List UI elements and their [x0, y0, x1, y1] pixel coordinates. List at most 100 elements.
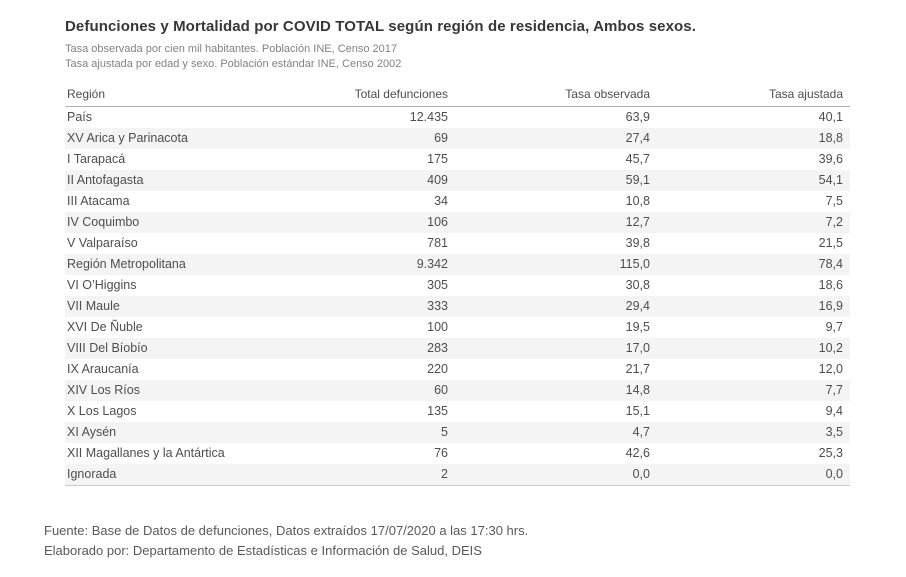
- cell-tasa-observada: 12,7: [625, 215, 650, 229]
- table-row: XII Magallanes y la Antártica 76 42,6 25,3: [65, 443, 850, 464]
- cell-tasa-ajustada: 78,4: [818, 257, 843, 271]
- cell-total-defunciones: 305: [427, 278, 448, 292]
- cell-tasa-ajustada: 7,2: [825, 215, 843, 229]
- cell-total-defunciones: 333: [427, 299, 448, 313]
- cell-total-defunciones: 175: [427, 152, 448, 166]
- cell-total-defunciones: 60: [434, 383, 448, 397]
- cell-tasa-observada: 63,9: [625, 110, 650, 124]
- cell-region: V Valparaíso: [67, 236, 138, 250]
- table-row: VII Maule 333 29,4 16,9: [65, 296, 850, 317]
- page-title: Defunciones y Mortalidad por COVID TOTAL…: [65, 18, 697, 35]
- cell-region: X Los Lagos: [67, 404, 137, 418]
- cell-total-defunciones: 9.342: [416, 257, 448, 271]
- cell-total-defunciones: 100: [427, 320, 448, 334]
- cell-region: Región Metropolitana: [67, 257, 186, 271]
- cell-tasa-observada: 19,5: [625, 320, 650, 334]
- cell-region: II Antofagasta: [67, 173, 144, 187]
- cell-tasa-observada: 27,4: [625, 131, 650, 145]
- cell-region: VII Maule: [67, 299, 120, 313]
- cell-tasa-observada: 21,7: [625, 362, 650, 376]
- table-header: Región Total defunciones Tasa observada …: [65, 87, 850, 107]
- cell-region: XIV Los Ríos: [67, 383, 140, 397]
- cell-tasa-observada: 10,8: [625, 194, 650, 208]
- cell-total-defunciones: 106: [427, 215, 448, 229]
- cell-tasa-observada: 45,7: [625, 152, 650, 166]
- cell-region: Ignorada: [65, 464, 315, 486]
- cell-total-defunciones: 409: [427, 173, 448, 187]
- cell-tasa-observada: 4,7: [632, 425, 650, 439]
- column-header-tasa-observada: Tasa observada: [455, 87, 657, 107]
- cell-total-defunciones: 69: [434, 131, 448, 145]
- table-row: XVI De Ñuble 100 19,5 9,7: [65, 317, 850, 338]
- cell-tasa-observada: 30,8: [625, 278, 650, 292]
- cell-tasa-ajustada: 16,9: [818, 299, 843, 313]
- cell-total-defunciones: 34: [434, 194, 448, 208]
- cell-total-defunciones: 76: [434, 446, 448, 460]
- cell-total-defunciones: 135: [427, 404, 448, 418]
- cell-tasa-ajustada: 0,0: [657, 464, 850, 486]
- table-row: V Valparaíso 781 39,8 21,5: [65, 233, 850, 254]
- table-row: II Antofagasta 409 59,1 54,1: [65, 170, 850, 191]
- cell-region: País: [67, 110, 93, 124]
- mortality-table: Región Total defunciones Tasa observada …: [65, 87, 850, 486]
- cell-tasa-ajustada: 54,1: [818, 173, 843, 187]
- cell-tasa-observada: 29,4: [625, 299, 650, 313]
- cell-region: IX Araucanía: [67, 362, 139, 376]
- column-header-tasa-ajustada: Tasa ajustada: [657, 87, 850, 107]
- table-row: IX Araucanía 220 21,7 12,0: [65, 359, 850, 380]
- table-row: XV Arica y Parinacota 69 27,4 18,8: [65, 128, 850, 149]
- cell-tasa-observada: 15,1: [625, 404, 650, 418]
- cell-region: I Tarapacá: [67, 152, 126, 166]
- cell-total-defunciones: 5: [441, 425, 448, 439]
- cell-tasa-ajustada: 3,5: [825, 425, 843, 439]
- cell-tasa-ajustada: 10,2: [818, 341, 843, 355]
- cell-total-defunciones: 283: [427, 341, 448, 355]
- cell-tasa-ajustada: 7,5: [825, 194, 843, 208]
- cell-tasa-ajustada: 21,5: [818, 236, 843, 250]
- cell-tasa-observada: 42,6: [625, 446, 650, 460]
- cell-tasa-ajustada: 25,3: [818, 446, 843, 460]
- table-row: X Los Lagos 135 15,1 9,4: [65, 401, 850, 422]
- cell-tasa-ajustada: 39,6: [818, 152, 843, 166]
- cell-region: XV Arica y Parinacota: [67, 131, 188, 145]
- table-row: IV Coquimbo 106 12,7 7,2: [65, 212, 850, 233]
- cell-tasa-ajustada: 18,8: [818, 131, 843, 145]
- subtitle-tasa-observada: Tasa observada por cien mil habitantes. …: [65, 43, 398, 55]
- table-row: VI O’Higgins 305 30,8 18,6: [65, 275, 850, 296]
- cell-tasa-ajustada: 18,6: [818, 278, 843, 292]
- cell-tasa-observada: 14,8: [625, 383, 650, 397]
- cell-tasa-observada: 17,0: [625, 341, 650, 355]
- report-caption: Fuente: Base de Datos de defunciones, Da…: [44, 521, 528, 561]
- cell-region: III Atacama: [67, 194, 130, 208]
- table-row: XI Aysén 5 4,7 3,5: [65, 422, 850, 443]
- elaborated-by-note: Elaborado por: Departamento de Estadísti…: [44, 543, 482, 558]
- table-row: XIV Los Ríos 60 14,8 7,7: [65, 380, 850, 401]
- cell-region: XII Magallanes y la Antártica: [67, 446, 225, 460]
- column-header-region: Región: [65, 87, 315, 107]
- cell-region: XI Aysén: [67, 425, 117, 439]
- table-row: Región Metropolitana 9.342 115,0 78,4: [65, 254, 850, 275]
- cell-total-defunciones: 2: [315, 464, 455, 486]
- cell-total-defunciones: 12.435: [409, 110, 448, 124]
- cell-region: IV Coquimbo: [67, 215, 140, 229]
- cell-total-defunciones: 781: [427, 236, 448, 250]
- column-header-total-defunciones: Total defunciones: [315, 87, 455, 107]
- cell-tasa-observada: 39,8: [625, 236, 650, 250]
- table-body: País 12.435 63,9 40,1 XV Arica y Parinacota 6…: [65, 107, 850, 486]
- source-note: Fuente: Base de Datos de defunciones, Da…: [44, 523, 529, 538]
- cell-tasa-ajustada: 9,4: [825, 404, 843, 418]
- cell-tasa-ajustada: 7,7: [825, 383, 843, 397]
- table-row: Ignorada 2 0,0 0,0: [65, 464, 850, 486]
- table-row: VIII Del Bíobío 283 17,0 10,2: [65, 338, 850, 359]
- table-row: País 12.435 63,9 40,1: [65, 107, 850, 129]
- cell-tasa-ajustada: 40,1: [818, 110, 843, 124]
- cell-tasa-ajustada: 12,0: [818, 362, 843, 376]
- cell-tasa-observada: 59,1: [625, 173, 650, 187]
- table-row: I Tarapacá 175 45,7 39,6: [65, 149, 850, 170]
- cell-total-defunciones: 220: [427, 362, 448, 376]
- cell-region: VI O’Higgins: [67, 278, 137, 292]
- table-header-row: Región Total defunciones Tasa observada …: [65, 87, 850, 107]
- cell-region: XVI De Ñuble: [67, 320, 143, 334]
- cell-region: VIII Del Bíobío: [67, 341, 148, 355]
